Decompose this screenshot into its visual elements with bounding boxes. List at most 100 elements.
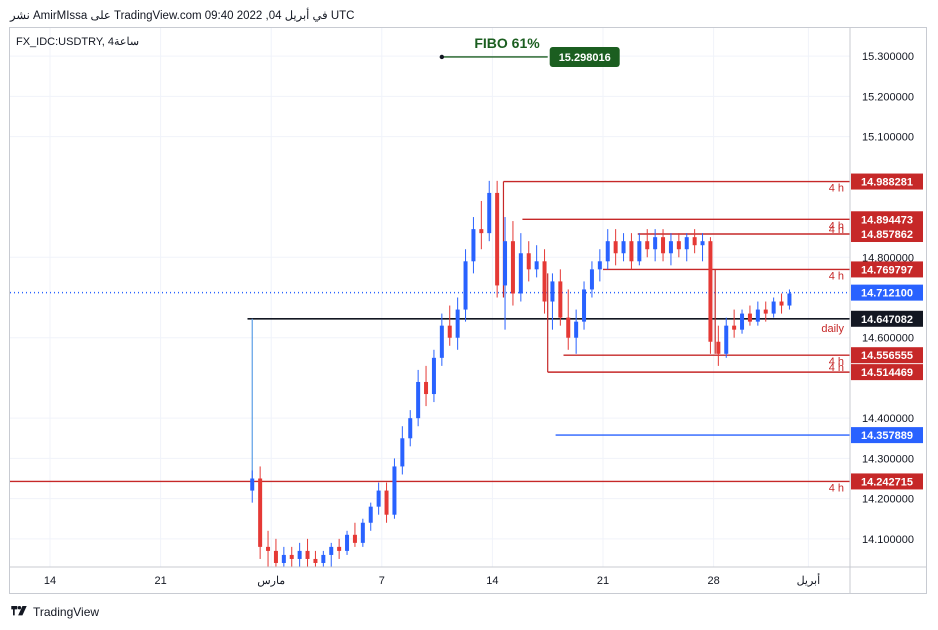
price-tag xyxy=(851,364,923,381)
time-tick-label: 14 xyxy=(486,575,498,587)
price-tick-label: 14.400000 xyxy=(862,413,914,425)
price-axis[interactable]: 14.100000 14.200000 14.300000 14.400000 14.6… xyxy=(849,28,914,593)
price-tag xyxy=(851,211,923,228)
time-axis[interactable]: 14 21 مارس 7 14 21 28 أبريل xyxy=(10,566,926,587)
candle-body xyxy=(605,241,610,262)
symbol-label: FX_IDC:USDTRY, 4ساعة xyxy=(16,36,140,48)
price-tag-label: 14.242715 xyxy=(861,476,913,488)
candle-body xyxy=(352,534,357,543)
fibo-annotation: FIBO 61% 15.298016 xyxy=(439,35,620,67)
candle-body xyxy=(771,301,776,314)
candle-body xyxy=(447,325,452,338)
price-tick-label: 15.100000 xyxy=(862,132,914,144)
level-note: daily xyxy=(821,323,844,335)
fibo-price-box xyxy=(549,46,620,67)
candle-body xyxy=(258,478,263,547)
candle-body xyxy=(479,229,484,234)
price-tag-label: 14.988281 xyxy=(861,177,913,189)
fibo-price-label: 15.298016 xyxy=(559,52,611,64)
candle-body xyxy=(250,478,255,491)
price-tick-label: 14.600000 xyxy=(862,333,914,345)
candle-body xyxy=(408,418,413,439)
price-tag-label: 14.647082 xyxy=(861,314,913,326)
candle-body xyxy=(708,241,713,342)
candle-body xyxy=(518,253,523,294)
candle-body xyxy=(281,554,286,563)
time-tick-label: 28 xyxy=(707,575,719,587)
candle-body xyxy=(597,261,602,270)
candle-body xyxy=(416,381,421,419)
level-note: 4 h xyxy=(829,356,844,368)
candle-body xyxy=(345,534,350,551)
candle-body xyxy=(763,309,768,314)
candle-body xyxy=(637,241,642,262)
grid xyxy=(10,28,850,567)
footer-brand-text: TradingView xyxy=(33,605,100,619)
candle-body xyxy=(755,309,760,322)
candle-body xyxy=(787,293,792,306)
level-note: 4 h xyxy=(829,270,844,282)
price-tick-label: 15.200000 xyxy=(862,91,914,103)
candle-body xyxy=(273,550,278,563)
footer-brand: TradingView xyxy=(10,604,99,620)
candle-body xyxy=(329,546,334,555)
price-tag xyxy=(851,473,923,490)
level-note: 4 h xyxy=(829,183,844,195)
candle-body xyxy=(424,381,429,395)
level-note: 4 h xyxy=(829,220,844,232)
fibo-label: FIBO 61% xyxy=(474,35,540,51)
level-note: 4 h xyxy=(829,224,844,236)
level-note: 4 h xyxy=(829,482,844,494)
price-tick-label: 14.300000 xyxy=(862,453,914,465)
candle-body xyxy=(558,281,563,318)
candle-body xyxy=(487,192,492,234)
price-tick-label: 14.200000 xyxy=(862,494,914,506)
candle-body xyxy=(629,241,634,262)
price-tag-label: 14.857862 xyxy=(861,229,913,241)
candle-body xyxy=(305,550,310,559)
price-tag xyxy=(851,347,923,364)
candle-body xyxy=(495,192,500,286)
candle-body xyxy=(700,241,705,246)
candle-body xyxy=(400,438,405,467)
candle-body xyxy=(684,237,689,250)
candle-body xyxy=(471,229,476,262)
candle-body xyxy=(455,309,460,338)
candle-body xyxy=(289,554,294,559)
candle-body xyxy=(621,241,626,254)
price-tag-label: 14.556555 xyxy=(861,350,913,362)
candle-body xyxy=(439,325,444,358)
fibo-anchor xyxy=(439,54,445,60)
candle-body xyxy=(653,237,658,250)
candle-body xyxy=(582,289,587,322)
price-tag xyxy=(851,284,923,301)
candle-body xyxy=(676,241,681,250)
time-tick-label: مارس xyxy=(257,575,285,587)
candle-body xyxy=(724,325,729,354)
candle-body xyxy=(716,341,721,354)
time-tick-label: 14 xyxy=(44,575,56,587)
candle-body xyxy=(574,321,579,338)
price-tick-label: 14.800000 xyxy=(862,252,914,264)
candle-body xyxy=(779,301,784,306)
candles xyxy=(250,180,792,567)
candle-body xyxy=(526,253,531,270)
chart-frame xyxy=(9,27,927,594)
candle-body xyxy=(534,261,539,270)
time-tick-label: 21 xyxy=(154,575,166,587)
candle-body xyxy=(313,558,318,563)
candle-body xyxy=(740,313,745,330)
price-tag-label: 14.769797 xyxy=(861,264,913,276)
price-tag xyxy=(851,310,923,327)
candle-body xyxy=(613,241,618,254)
candle-body xyxy=(297,550,302,559)
level-note: 4 h xyxy=(829,362,844,374)
candle-body xyxy=(503,241,508,286)
price-tag xyxy=(851,427,923,444)
candle-body xyxy=(542,261,547,302)
candle-body xyxy=(510,241,515,294)
publish-info: نشر AmirMIssa على TradingView.com في أبر… xyxy=(10,10,355,22)
candle-body xyxy=(337,546,342,551)
